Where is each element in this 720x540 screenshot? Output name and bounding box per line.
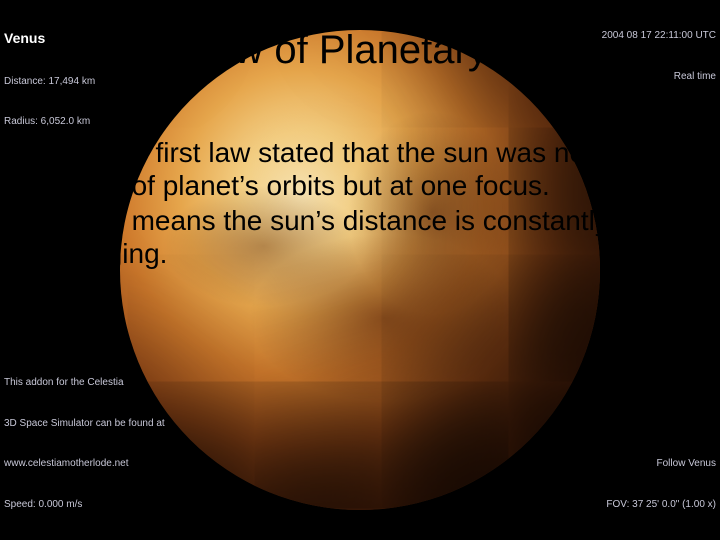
hud-fov: FOV: 37 25' 0.0" (1.00 x) — [606, 498, 716, 512]
hud-speed: Speed: 0.000 m/s — [4, 498, 165, 512]
slide-body: Kepler’s first law stated that the sun w… — [24, 136, 660, 272]
hud-credit-line-1: This addon for the Celestia — [4, 376, 165, 390]
hud-bottom-right: Follow Venus FOV: 37 25' 0.0" (1.00 x) — [606, 430, 716, 538]
hud-top-left: Venus Distance: 17,494 km Radius: 6,052.… — [4, 2, 95, 156]
bullet-item: Which means the sun’s distance is consta… — [46, 204, 660, 270]
bullet-list: Kepler’s first law stated that the sun w… — [24, 136, 660, 270]
hud-radius: Radius: 6,052.0 km — [4, 115, 95, 129]
slide: Venus Distance: 17,494 km Radius: 6,052.… — [0, 0, 720, 540]
bullet-item: Kepler’s first law stated that the sun w… — [46, 136, 660, 202]
slide-title: First Law of Planetary Motion — [0, 28, 720, 73]
hud-credit-line-2: 3D Space Simulator can be found at — [4, 417, 165, 431]
hud-bottom-left: This addon for the Celestia 3D Space Sim… — [4, 349, 165, 538]
hud-follow: Follow Venus — [606, 457, 716, 471]
hud-credit-line-3: www.celestiamotherlode.net — [4, 457, 165, 471]
hud-distance: Distance: 17,494 km — [4, 75, 95, 89]
